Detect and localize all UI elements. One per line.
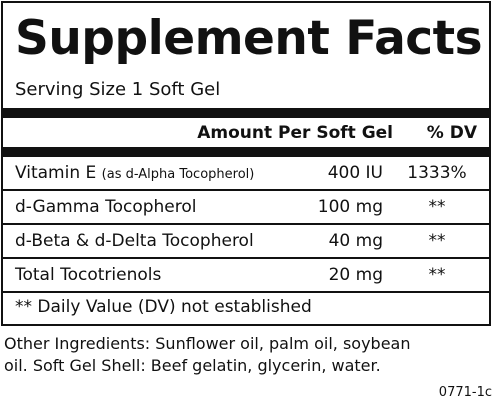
row-divider [3, 189, 489, 191]
nutrient-amount: 100 mg [317, 197, 383, 217]
footnote-divider [3, 291, 489, 293]
nutrient-name: Total Tocotrienols [15, 265, 162, 285]
supplement-facts-panel: Supplement Facts Serving Size 1 Soft Gel… [1, 1, 491, 326]
nutrient-name: d-Beta & d-Delta Tocopherol [15, 231, 254, 251]
nutrient-row-total-tocotrienols: Total Tocotrienols 20 mg ** [3, 259, 489, 291]
nutrient-amount: 40 mg [328, 231, 383, 251]
daily-value-column-header: % DV [426, 123, 477, 143]
daily-value-footnote: ** Daily Value (DV) not established [15, 297, 312, 317]
nutrient-daily-value: ** [428, 197, 446, 217]
product-code: 0771-1c [438, 385, 492, 400]
row-divider [3, 223, 489, 225]
panel-title: Supplement Facts [15, 11, 483, 66]
ingredients-line: Other Ingredients: Sunflower oil, palm o… [4, 334, 411, 353]
thick-divider [3, 108, 489, 118]
nutrient-daily-value: ** [428, 265, 446, 285]
nutrient-name: d-Gamma Tocopherol [15, 197, 197, 217]
nutrient-amount: 20 mg [328, 265, 383, 285]
other-ingredients: Other Ingredients: Sunflower oil, palm o… [4, 333, 494, 377]
nutrient-name: Vitamin E (as d-Alpha Tocopherol) [15, 163, 255, 183]
nutrient-amount: 400 IU [327, 163, 383, 183]
nutrient-daily-value: ** [428, 231, 446, 251]
thick-divider [3, 147, 489, 157]
nutrient-form: (as d-Alpha Tocopherol) [101, 167, 255, 182]
nutrient-daily-value: 1333% [407, 163, 467, 183]
nutrient-row-vitamin-e: Vitamin E (as d-Alpha Tocopherol) 400 IU… [3, 157, 489, 189]
nutrient-row-d-beta-delta-tocopherol: d-Beta & d-Delta Tocopherol 40 mg ** [3, 225, 489, 257]
ingredients-line: oil. Soft Gel Shell: Beef gelatin, glyce… [4, 356, 381, 375]
nutrient-row-d-gamma-tocopherol: d-Gamma Tocopherol 100 mg ** [3, 191, 489, 223]
amount-column-header: Amount Per Soft Gel [197, 123, 393, 143]
serving-size: Serving Size 1 Soft Gel [15, 79, 221, 100]
row-divider [3, 257, 489, 259]
